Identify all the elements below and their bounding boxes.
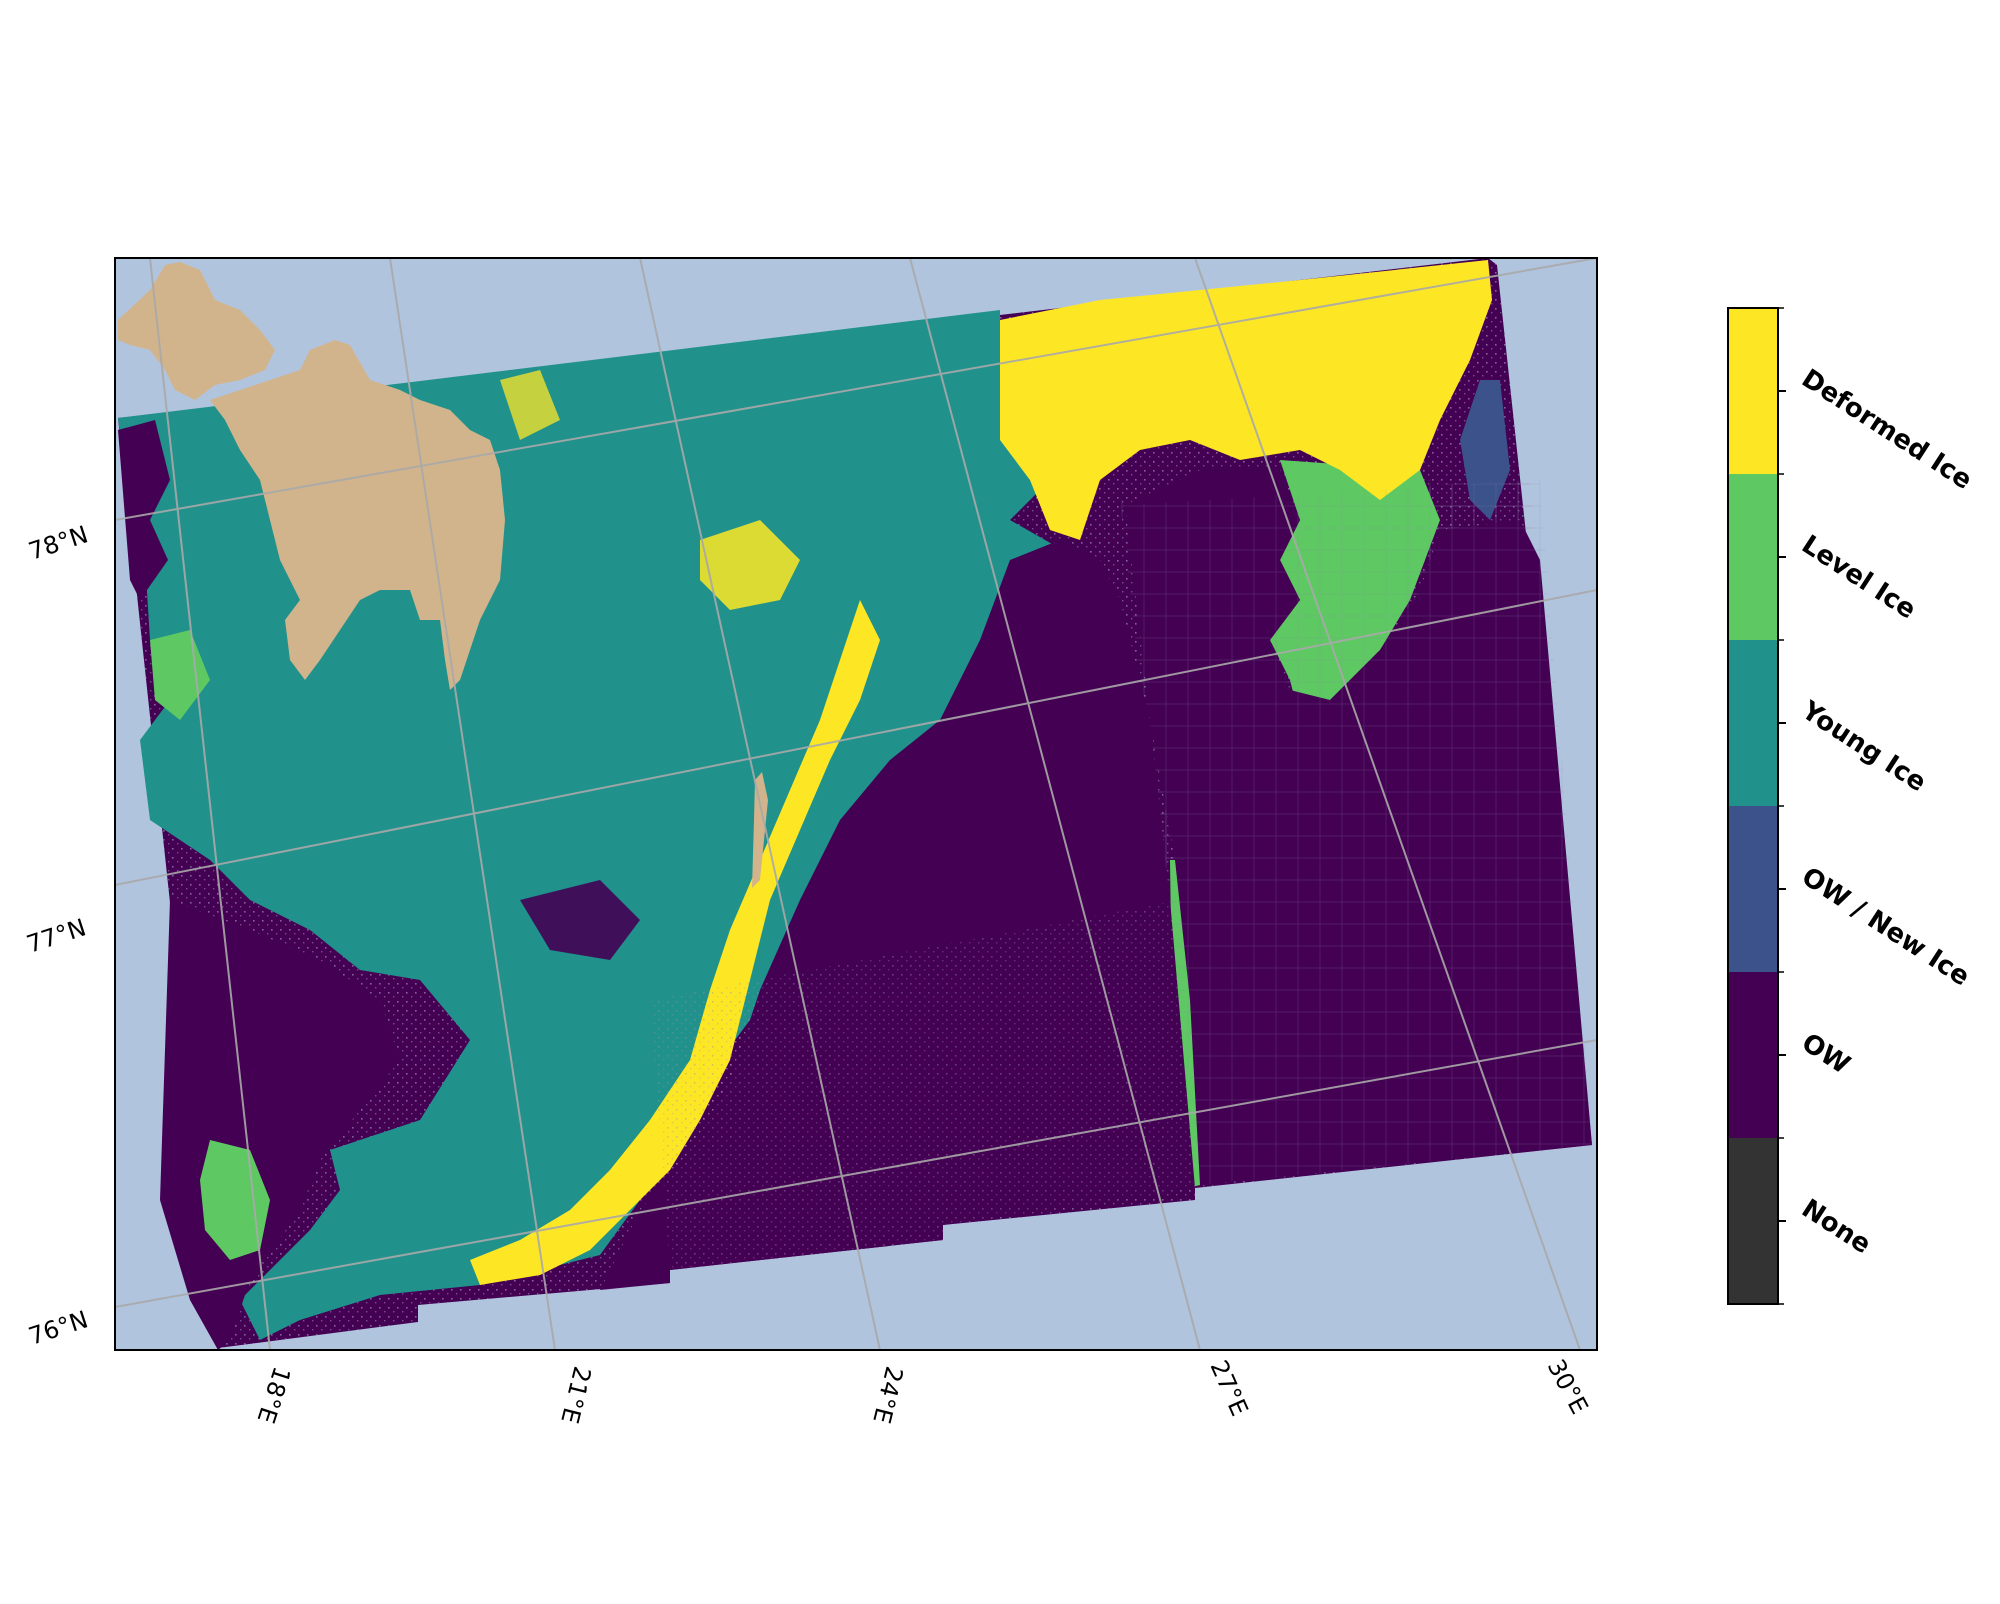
colorbar-segment-ow-new-ice: [1728, 806, 1778, 972]
colorbar-label: OW / New Ice: [1796, 862, 1975, 993]
land-masses: [118, 262, 768, 888]
level-ice-southwest: [200, 1140, 270, 1260]
colorbar-segment-none: [1728, 1138, 1778, 1304]
open-water-lead-mid: [520, 880, 640, 960]
longitude-line-30: [1194, 258, 1581, 1350]
open-water-lead-west: [118, 420, 170, 600]
lon-label-27: 27°E: [1205, 1356, 1254, 1420]
land-edgeoya: [210, 340, 505, 690]
map-axes-frame: [114, 257, 1598, 1351]
latitude-labels: 78°N 77°N 76°N: [23, 520, 91, 1350]
longitude-line-24: [639, 258, 881, 1350]
graticule: [115, 258, 1597, 1350]
lon-label-30: 30°E: [1542, 1355, 1594, 1419]
latitude-line-77: [115, 589, 1597, 886]
colorbar-frame: [1727, 307, 1779, 1305]
longitude-line-27: [909, 258, 1201, 1350]
colorbar-label: OW: [1796, 1028, 1855, 1081]
colorbar-label: Deformed Ice: [1796, 364, 1977, 496]
land-northern-tip: [118, 262, 275, 400]
latitude-line-76: [115, 1039, 1597, 1308]
colorbar-label: None: [1796, 1194, 1876, 1260]
longitude-labels: 18°E 21°E 24°E 27°E 30°E: [251, 1355, 1593, 1427]
land-islet: [752, 772, 768, 888]
open-water-speckle-overlay: [650, 900, 1195, 1270]
colorbar-segment-ow: [1728, 972, 1778, 1138]
deformed-ice-speckles-north: [500, 370, 560, 440]
latitude-line-78: [115, 258, 1597, 521]
colorbar-label: Young Ice: [1795, 695, 1931, 798]
lon-label-24: 24°E: [867, 1364, 908, 1427]
longitude-line-18: [149, 258, 271, 1350]
colorbar: Deformed Ice Level Ice Young Ice OW / New I…: [1727, 307, 1977, 1305]
colorbar-segment-young-ice: [1728, 640, 1778, 806]
lat-label-78: 78°N: [25, 520, 91, 565]
colorbar-label: Level Ice: [1796, 530, 1921, 626]
deformed-ice-speckles-center: [700, 520, 800, 610]
lon-label-21: 21°E: [555, 1364, 596, 1427]
colorbar-segment-level-ice: [1728, 474, 1778, 640]
colorbar-segment-deformed-ice: [1728, 308, 1778, 474]
level-ice-west: [150, 630, 210, 720]
open-water-texture-overlay: [1125, 480, 1592, 1185]
longitude-line-21: [389, 258, 556, 1350]
lat-label-77: 77°N: [23, 913, 89, 958]
lat-label-76: 76°N: [25, 1305, 91, 1350]
lon-label-18: 18°E: [251, 1363, 295, 1427]
